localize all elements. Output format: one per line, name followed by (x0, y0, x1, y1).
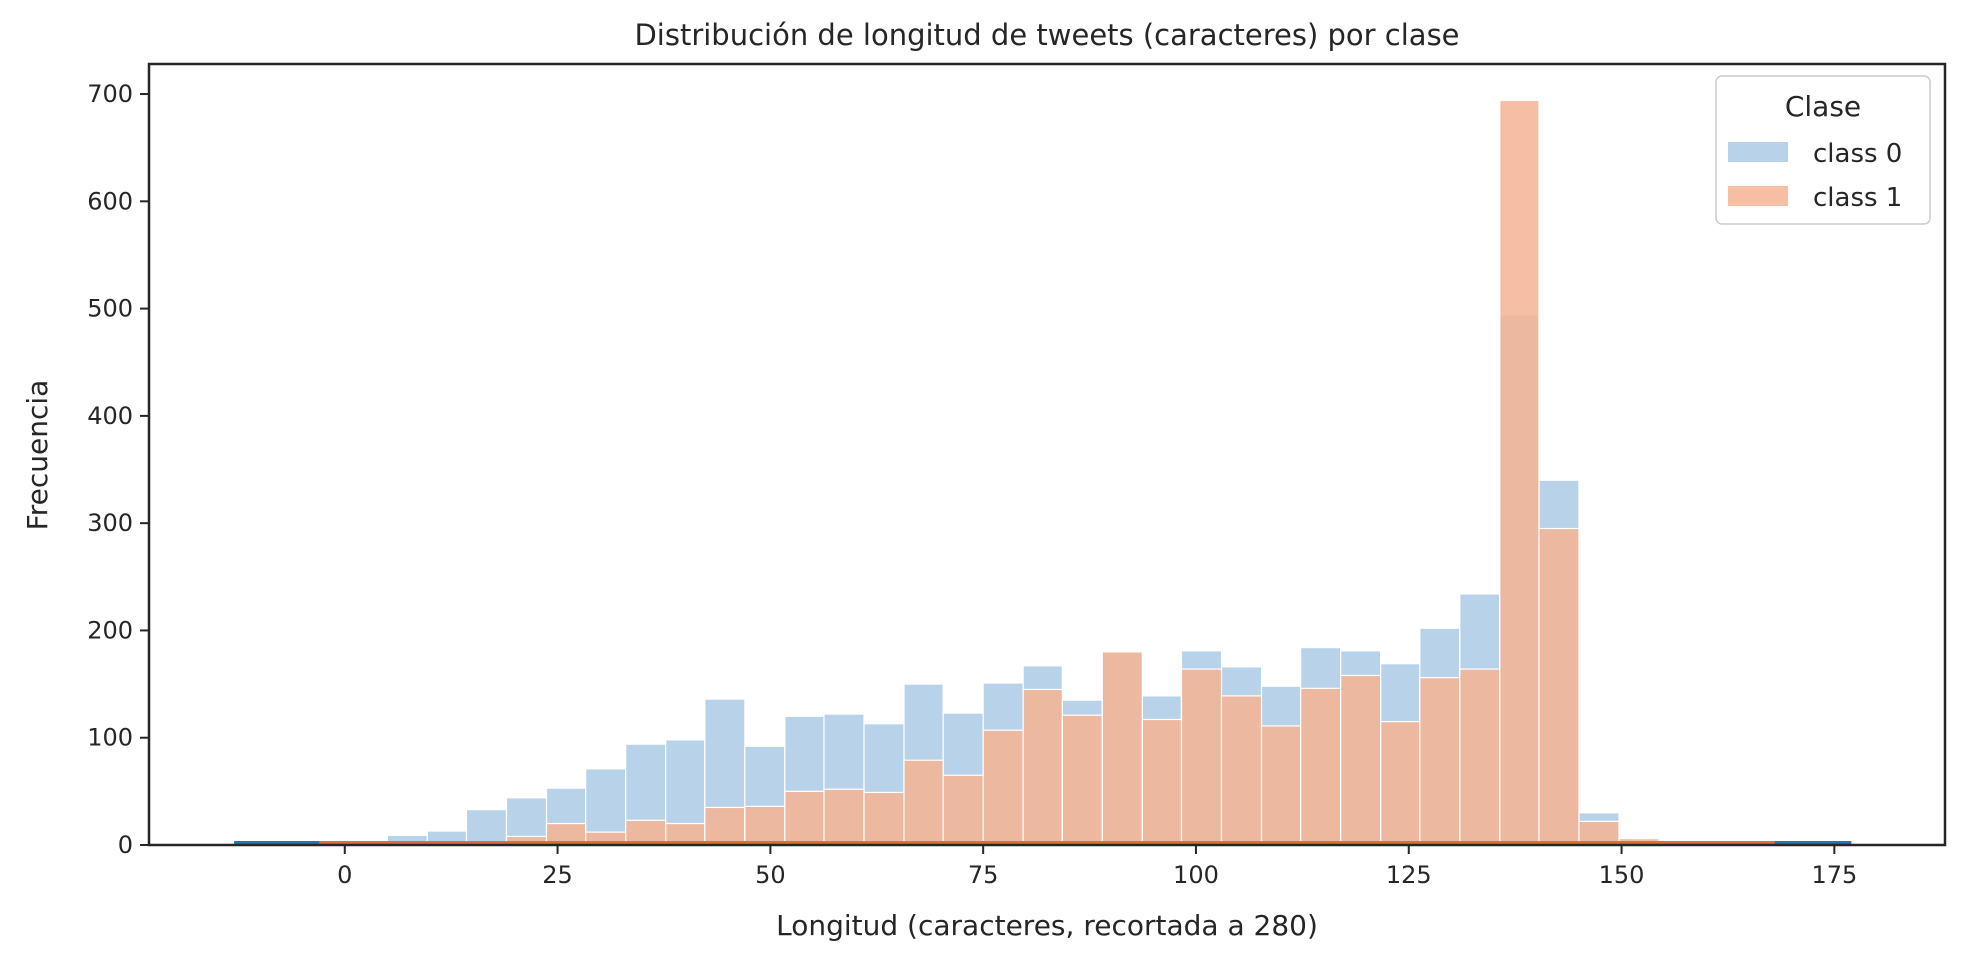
x-axis-ticks: 0 25 50 75 100 125 150 175 (337, 845, 1857, 889)
y-axis-ticks: 0 100 200 300 400 500 600 700 (87, 80, 149, 859)
bar-class-1-bin-24 (1340, 674, 1382, 846)
bar-class-1-bin-25 (1380, 721, 1421, 846)
bar-class-1-bin-13 (903, 759, 944, 846)
y-tick-label: 500 (87, 295, 133, 323)
x-tick-label: 75 (968, 861, 999, 889)
legend-label-class-0: class 0 (1813, 139, 1902, 169)
bar-class-1-bin-14 (942, 774, 984, 846)
bar-class-1-bin-10 (784, 790, 825, 846)
y-tick-label: 200 (87, 616, 133, 644)
bar-class-1-bin-8 (704, 806, 746, 846)
bar-class-1-bin-18 (1101, 651, 1143, 846)
x-axis-label: Longitud (caracteres, recortada a 280) (776, 909, 1318, 942)
bar-class-1-bin-11 (823, 788, 865, 846)
bar-class-1-bin-21 (1220, 695, 1263, 846)
legend: Clase class 0 class 1 (1715, 75, 1931, 225)
y-tick-label: 0 (118, 831, 133, 859)
x-tick-label: 175 (1811, 861, 1857, 889)
bar-class-1-bin-23 (1300, 687, 1342, 846)
x-tick-label: 0 (337, 861, 352, 889)
plot-frame (147, 62, 1947, 847)
x-tick-label: 50 (755, 861, 786, 889)
legend-swatch-class-0 (1728, 142, 1788, 162)
bar-class-1-bin-9 (744, 805, 786, 846)
bar-class-1-bin-12 (863, 791, 905, 846)
bar-class-1-bin-29 (1538, 527, 1580, 846)
y-tick-label: 300 (87, 509, 133, 537)
bar-class-1-bin-16 (1022, 688, 1063, 846)
x-tick-label: 125 (1386, 861, 1432, 889)
bar-class-1-bin-15 (982, 729, 1024, 846)
bar-class-1-bin-26 (1419, 677, 1461, 846)
plot-area (234, 99, 1852, 846)
y-axis-label: Frecuencia (21, 380, 54, 531)
chart-title: Distribución de longitud de tweets (cara… (634, 18, 1459, 52)
x-tick-label: 25 (542, 861, 573, 889)
bar-class-0-bin-2 (465, 808, 508, 846)
bar-class-1-bin-27 (1459, 668, 1501, 846)
legend-title: Clase (1785, 90, 1861, 123)
legend-swatch-class-1 (1728, 186, 1788, 206)
bar-class-1-bin-17 (1061, 714, 1103, 846)
y-tick-label: 100 (87, 724, 133, 752)
bar-class-1-bin-19 (1141, 718, 1183, 846)
y-tick-label: 700 (87, 80, 133, 108)
x-tick-label: 100 (1173, 861, 1219, 889)
x-tick-label: 150 (1599, 861, 1645, 889)
bar-class-1-bin-20 (1180, 668, 1223, 846)
series-class-1-bars (426, 99, 1660, 846)
bar-class-1-bin-28 (1499, 99, 1540, 846)
bar-class-1-bin-22 (1260, 725, 1302, 846)
y-tick-label: 600 (87, 187, 133, 215)
y-tick-label: 400 (87, 402, 133, 430)
legend-label-class-1: class 1 (1813, 183, 1902, 213)
